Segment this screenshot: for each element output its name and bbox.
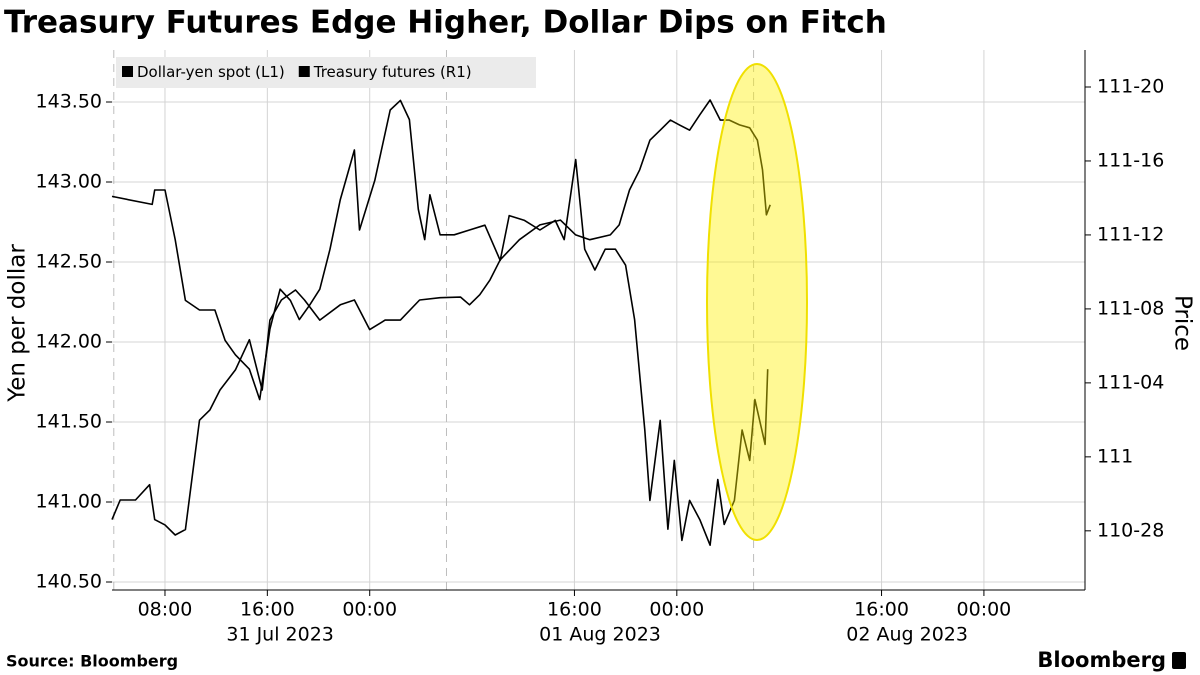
x-tick-label: 16:00 — [240, 599, 295, 621]
highlight-ellipse — [706, 63, 808, 541]
legend-swatch — [298, 66, 310, 77]
source: Source: Bloomberg — [6, 652, 178, 671]
grid — [112, 50, 1085, 590]
x-tick-label: 00:00 — [342, 599, 397, 621]
x-date-label: 01 Aug 2023 — [539, 624, 661, 646]
y-tick-label: 141.50 — [36, 411, 102, 433]
y-tick-label: 140.50 — [36, 571, 102, 593]
y-tick-label: 143.50 — [36, 91, 102, 113]
y2-tick-label: 111-08 — [1097, 297, 1164, 319]
legend-label: Treasury futures (R1) — [313, 63, 472, 81]
y2-tick-label: 111-20 — [1097, 75, 1164, 97]
x-date-label: 02 Aug 2023 — [846, 624, 968, 646]
y-tick-label: 141.00 — [36, 491, 102, 513]
y2-tick-label: 111 — [1097, 445, 1133, 467]
chart-title: Treasury Futures Edge Higher, Dollar Dip… — [4, 5, 887, 41]
legend: Dollar-yen spot (L1) Treasury futures (R1… — [116, 57, 536, 88]
y2-tick-label: 110-28 — [1097, 519, 1164, 541]
y2-tick-label: 111-12 — [1097, 223, 1164, 245]
y-tick-label: 142.00 — [36, 331, 102, 353]
series-line — [111, 99, 769, 546]
y-tick-label: 142.50 — [36, 251, 102, 273]
axes: 140.50 141.00 141.50 142.00 142.50 143.00 143.… — [36, 50, 1164, 646]
x-date-label: 31 Jul 2023 — [226, 624, 334, 646]
y2-tick-label: 111-04 — [1097, 371, 1164, 393]
y2-tick-label: 111-16 — [1097, 149, 1164, 171]
x-tick-label: 00:00 — [957, 599, 1012, 621]
legend-label: Dollar-yen spot (L1) — [137, 63, 285, 81]
y-axis-label: Yen per dollar — [5, 244, 31, 403]
legend-swatch — [122, 66, 133, 77]
y2-axis-label: Price — [1170, 295, 1196, 351]
x-tick-label: 00:00 — [649, 599, 704, 621]
x-tick-label: 08:00 — [138, 599, 193, 621]
logo: Bloomberg — [1037, 648, 1166, 672]
x-tick-label: 16:00 — [547, 599, 602, 621]
x-tick-label: 16:00 — [854, 599, 909, 621]
logo-icon — [1172, 652, 1186, 669]
legend-box — [116, 57, 536, 88]
series-line — [111, 99, 771, 536]
y-tick-label: 143.00 — [36, 171, 102, 193]
plot-area — [111, 99, 771, 546]
